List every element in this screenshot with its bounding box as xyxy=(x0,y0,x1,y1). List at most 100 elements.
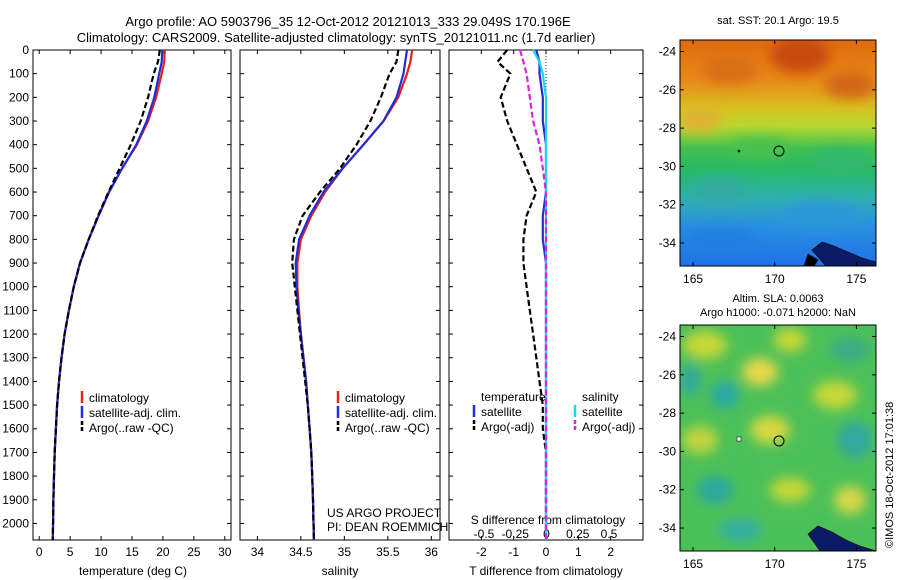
depth-tick-label: 700 xyxy=(9,209,29,223)
salinity-series xyxy=(291,49,414,541)
x-tick-label: 0 xyxy=(36,545,43,559)
depth-tick-label: 400 xyxy=(9,138,29,152)
legend-label-sal-argo: Argo(-adj) xyxy=(582,420,635,434)
series-line-argo-raw-qc- xyxy=(291,49,400,541)
sla-float-dot xyxy=(736,436,742,442)
map-x-tick-label: 165 xyxy=(683,272,703,286)
sla-map-axes: -24 -26 -28 -30 -32 -34 165 170 175 xyxy=(659,325,876,571)
map-x-tick-label: 165 xyxy=(683,557,703,571)
difference-top-label: S difference from climatology xyxy=(471,513,626,527)
legend-label-climatology: climatology xyxy=(89,391,149,405)
legend-label-argo: Argo(..raw -QC) xyxy=(345,421,430,435)
x-tick-label: 1 xyxy=(575,545,582,559)
difference-x-axis: -2 -1 0 1 2 xyxy=(476,50,614,559)
depth-tick-label: 100 xyxy=(9,67,29,81)
depth-tick-label: 1300 xyxy=(2,351,29,365)
map-y-tick-label: -26 xyxy=(659,83,677,97)
series-line-temperature-argo-adj- xyxy=(496,49,548,540)
depth-tick-label: 1400 xyxy=(2,374,29,388)
sst-map-frame xyxy=(679,39,877,267)
depth-tick-label: 2000 xyxy=(2,516,29,530)
map-y-tick-label: -28 xyxy=(659,406,677,420)
sla-map-frame xyxy=(679,324,877,552)
top-tick-label: 0.5 xyxy=(601,527,618,541)
map-y-tick-label: -30 xyxy=(659,444,677,458)
sst-map-image xyxy=(680,40,876,266)
depth-tick-label: 1900 xyxy=(2,493,29,507)
x-tick-label: 36 xyxy=(425,545,439,559)
x-tick-label: 34.5 xyxy=(289,545,313,559)
x-tick-label: -1 xyxy=(508,545,519,559)
depth-tick-label: 200 xyxy=(9,90,29,104)
x-tick-label: 0 xyxy=(543,545,550,559)
credit-project: US ARGO PROJECT xyxy=(327,506,442,520)
x-tick-label: 30 xyxy=(218,545,232,559)
depth-tick-label: 0 xyxy=(22,43,29,57)
map-y-tick-label: -34 xyxy=(659,521,677,535)
depth-tick-label: 1200 xyxy=(2,327,29,341)
map-x-tick-label: 170 xyxy=(765,272,785,286)
x-tick-label: 20 xyxy=(156,545,170,559)
x-tick-label: 35 xyxy=(338,545,352,559)
map-y-tick-label: -32 xyxy=(659,483,677,497)
x-tick-label: 5 xyxy=(67,545,74,559)
map-y-tick-label: -32 xyxy=(659,198,677,212)
salinity-legend: climatology satellite-adj. clim. Argo(..… xyxy=(327,391,448,534)
x-tick-label: 10 xyxy=(94,545,108,559)
depth-tick-label: 1500 xyxy=(2,398,29,412)
x-tick-label: 34 xyxy=(251,545,265,559)
sst-map-axes: -24 -26 -28 -30 -32 -34 165 170 175 xyxy=(659,40,876,286)
sla-map-title-1: Altim. SLA: 0.0063 xyxy=(732,293,823,305)
map-x-tick-label: 170 xyxy=(765,557,785,571)
difference-legend: temperature salinity satellite Argo(-adj… xyxy=(472,390,635,434)
x-tick-label: 35.5 xyxy=(376,545,400,559)
legend-label-climatology: climatology xyxy=(345,391,405,405)
depth-tick-label: 500 xyxy=(9,161,29,175)
sst-map-title: sat. SST: 20.1 Argo: 19.5 xyxy=(717,15,839,27)
x-tick-label: 15 xyxy=(125,545,139,559)
depth-tick-label: 1000 xyxy=(2,280,29,294)
map-y-tick-label: -34 xyxy=(659,236,677,250)
top-tick-label: -0.25 xyxy=(502,527,530,541)
map-x-tick-label: 175 xyxy=(846,557,866,571)
depth-tick-label: 1100 xyxy=(3,303,29,317)
depth-tick-label: 900 xyxy=(9,256,29,270)
sst-float-dot xyxy=(737,149,741,153)
sla-argo-marker xyxy=(773,435,785,447)
legend-title-salinity: salinity xyxy=(582,390,619,404)
depth-tick-label: 1600 xyxy=(2,422,29,436)
temperature-series xyxy=(51,49,166,541)
top-tick-label: -0.5 xyxy=(474,527,495,541)
legend-title-temperature: temperature xyxy=(481,390,546,404)
map-y-tick-label: -24 xyxy=(659,329,677,343)
depth-tick-label: 1800 xyxy=(2,469,29,483)
temperature-legend: climatology satellite-adj. clim. Argo(..… xyxy=(80,391,181,435)
legend-label-satellite: satellite-adj. clim. xyxy=(89,406,181,420)
imos-side-label: ©IMOS 18-Oct-2012 17:01:38 xyxy=(884,402,896,548)
header-line-1: Argo profile: AO 5903796_35 12-Oct-2012 … xyxy=(125,14,571,29)
legend-label-sal-satellite: satellite xyxy=(582,405,623,419)
temperature-xlabel: temperature (deg C) xyxy=(79,564,187,578)
legend-label-temp-argo: Argo(-adj) xyxy=(481,420,534,434)
map-y-tick-label: -24 xyxy=(659,44,677,58)
credit-pi: PI: DEAN ROEMMICH xyxy=(327,520,448,534)
salinity-xlabel: salinity xyxy=(322,564,359,578)
depth-tick-label: 800 xyxy=(9,232,29,246)
series-line-argo-raw-qc- xyxy=(51,49,161,541)
legend-label-temp-satellite: satellite xyxy=(481,405,522,419)
sst-argo-marker xyxy=(773,145,785,157)
map-y-tick-label: -26 xyxy=(659,368,677,382)
map-y-tick-label: -30 xyxy=(659,159,677,173)
depth-tick-label: 300 xyxy=(9,114,29,128)
depth-tick-label: 1700 xyxy=(2,445,29,459)
salinity-x-axis: 34 34.5 35 35.5 36 xyxy=(251,50,439,559)
difference-xlabel: T difference from climatology xyxy=(469,564,623,578)
salinity-panel-frame xyxy=(239,49,441,541)
header-line-2: Climatology: CARS2009. Satellite-adjuste… xyxy=(77,30,596,45)
depth-tick-label: 600 xyxy=(9,185,29,199)
legend-label-satellite: satellite-adj. clim. xyxy=(345,406,437,420)
top-tick-label: 0.25 xyxy=(566,527,590,541)
sla-map-image xyxy=(680,325,876,551)
x-tick-label: -2 xyxy=(476,545,487,559)
x-tick-label: 2 xyxy=(607,545,614,559)
